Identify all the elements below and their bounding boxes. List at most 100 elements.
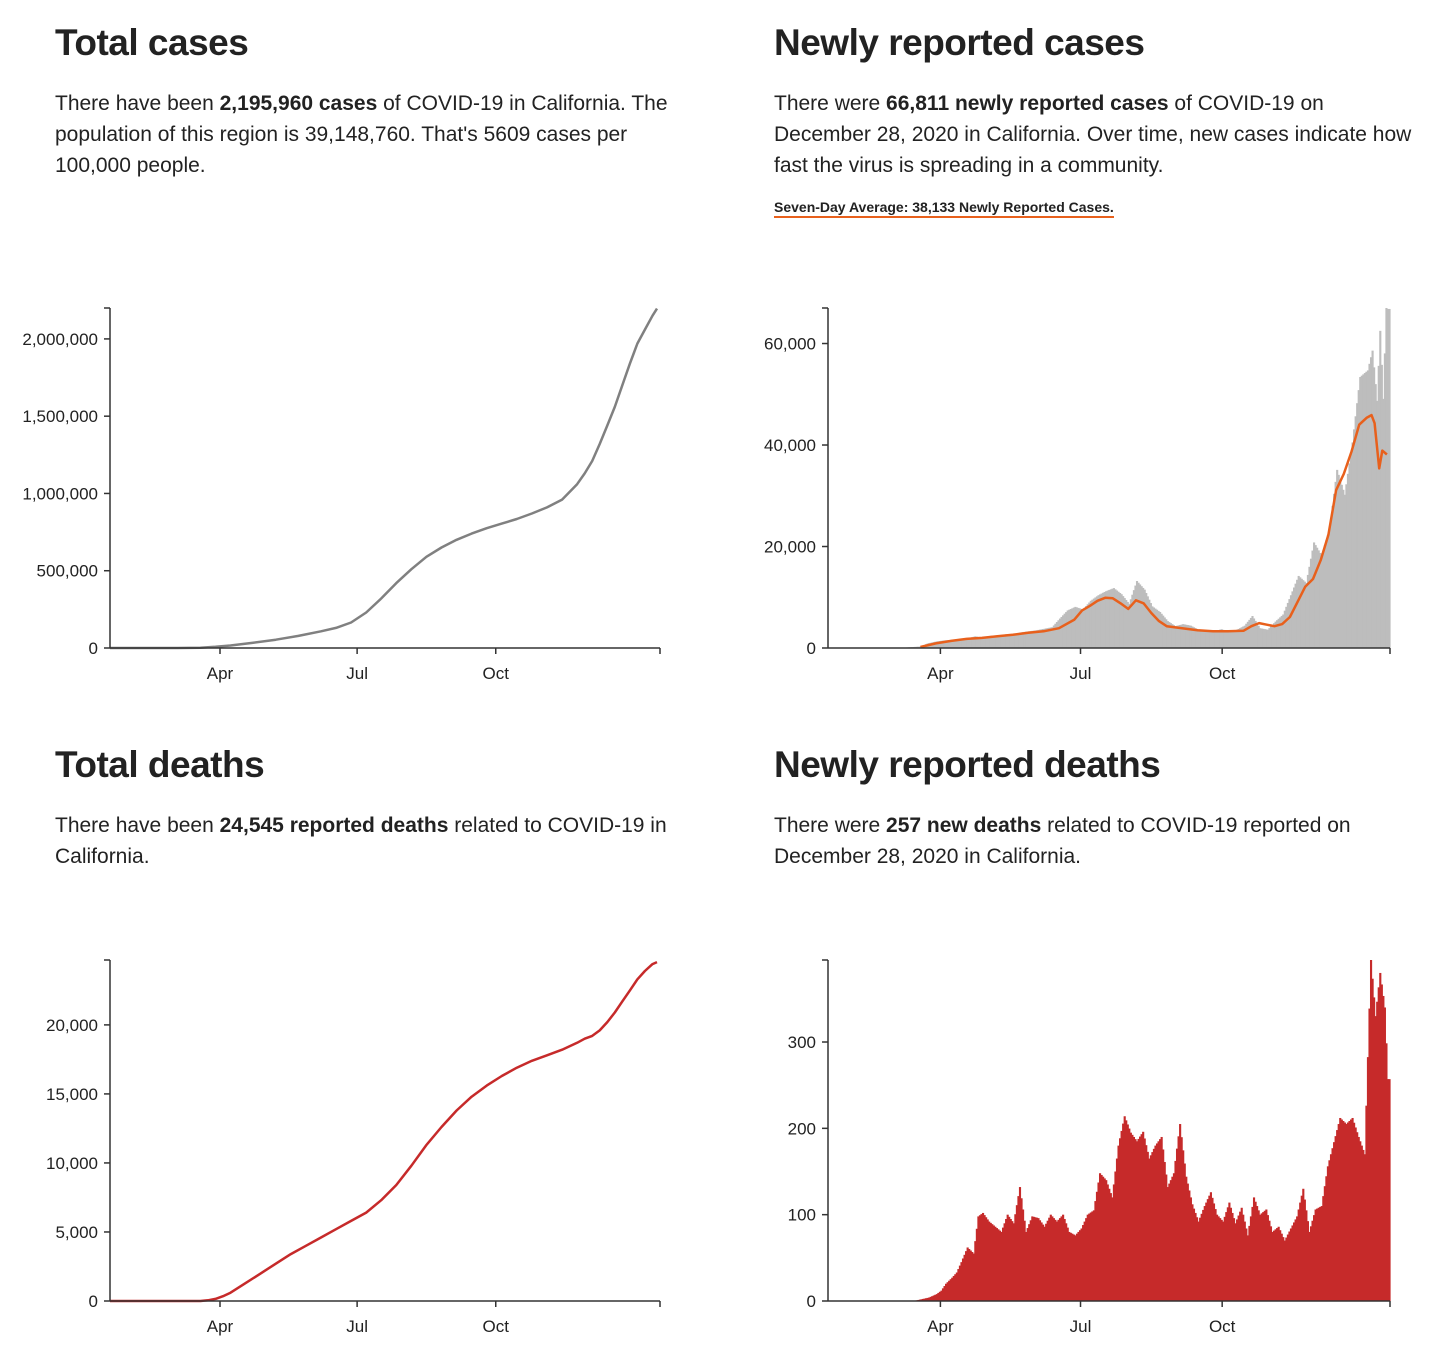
new-cases-description: There were 66,811 newly reported cases o… [774, 92, 1412, 177]
bar-day-300 [1289, 1228, 1293, 1301]
bar-day-136 [1037, 629, 1040, 648]
bar-day-183 [1109, 1193, 1112, 1301]
bar-day-84 [957, 1269, 960, 1301]
bar-day-92 [969, 637, 972, 648]
bar-day-277 [1254, 1201, 1257, 1301]
bar-day-124 [1018, 1187, 1022, 1301]
bar-day-129 [1026, 631, 1029, 648]
bar-day-247 [1208, 1195, 1211, 1301]
bar-day-364 [1388, 308, 1391, 648]
bar-day-297 [1285, 606, 1288, 648]
bar-day-172 [1092, 598, 1095, 648]
bar-day-308 [1302, 1188, 1305, 1301]
bar-day-300 [1289, 595, 1293, 648]
bar-day-99 [980, 1214, 983, 1301]
bar-day-204 [1142, 1131, 1145, 1301]
bar-day-341 [1353, 1122, 1356, 1301]
bar-day-354 [1373, 997, 1376, 1301]
bar-day-178 [1102, 1176, 1105, 1301]
bar-day-131 [1029, 631, 1032, 648]
y-tick-label: 0 [89, 639, 98, 658]
bar-day-237 [1192, 1208, 1196, 1301]
bar-day-134 [1034, 630, 1037, 648]
bar-day-356 [1376, 400, 1379, 648]
bar-day-285 [1266, 629, 1269, 648]
bar-day-294 [1280, 1233, 1283, 1301]
bar-day-318 [1317, 550, 1320, 648]
bar-day-93 [971, 1252, 974, 1301]
bar-day-259 [1226, 1207, 1229, 1301]
bar-day-159 [1072, 607, 1075, 648]
bar-day-334 [1342, 489, 1345, 648]
bar-day-173 [1094, 1201, 1097, 1301]
bar-day-340 [1351, 442, 1354, 648]
bar-day-201 [1137, 1138, 1140, 1301]
x-tick-label: Jul [346, 664, 368, 683]
bar-day-141 [1045, 628, 1048, 648]
bar-day-158 [1071, 608, 1074, 648]
bar-day-200 [1135, 581, 1139, 648]
bar-day-307 [1300, 578, 1303, 648]
bar-day-78 [948, 1280, 951, 1301]
bar-day-146 [1052, 1218, 1055, 1301]
bar-day-243 [1202, 1209, 1205, 1301]
bar-day-363 [1386, 1079, 1390, 1301]
bar-day-171 [1091, 599, 1094, 648]
bar-day-262 [1231, 631, 1234, 648]
bar-day-122 [1015, 1205, 1018, 1301]
bar-day-283 [1263, 629, 1266, 648]
bar-day-249 [1211, 631, 1214, 648]
bar-day-80 [951, 639, 954, 648]
bar-day-282 [1262, 1212, 1265, 1301]
bar-day-250 [1212, 631, 1216, 648]
bar-day-167 [1085, 1218, 1088, 1301]
bar-day-79 [949, 639, 952, 648]
bar-day-150 [1058, 618, 1062, 648]
bar-day-64 [926, 1297, 929, 1301]
bar-day-231 [1183, 1163, 1186, 1301]
bar-day-152 [1062, 615, 1065, 648]
bar-day-277 [1254, 620, 1257, 648]
bar-day-311 [1306, 1221, 1309, 1301]
bar-day-270 [1243, 1221, 1246, 1301]
bar-day-345 [1359, 1141, 1362, 1301]
bar-day-155 [1066, 1227, 1069, 1301]
bar-day-110 [997, 635, 1000, 648]
bar-day-193 [1125, 1120, 1128, 1301]
bar-day-174 [1095, 1191, 1099, 1301]
bar-day-289 [1272, 1230, 1276, 1301]
bar-day-85 [958, 1265, 962, 1301]
bar-day-275 [1251, 616, 1254, 648]
bar-day-263 [1232, 630, 1236, 648]
bar-day-97 [977, 636, 980, 648]
bar-day-346 [1360, 1145, 1363, 1301]
bar-day-305 [1297, 575, 1300, 648]
bar-day-71 [937, 641, 940, 648]
bar-day-93 [971, 637, 974, 648]
bar-day-330 [1336, 1130, 1339, 1301]
x-tick-label: Oct [483, 664, 510, 683]
bar-day-316 [1314, 1209, 1317, 1301]
bar-day-364 [1388, 1079, 1391, 1301]
bar-day-344 [1357, 390, 1360, 648]
bar-day-309 [1303, 581, 1306, 648]
bar-day-273 [1248, 1225, 1251, 1301]
bar-day-61 [921, 1298, 925, 1301]
bar-day-112 [1000, 1231, 1003, 1301]
x-tick-label: Apr [207, 1317, 234, 1336]
x-tick-label: Oct [1209, 664, 1236, 683]
bar-day-164 [1080, 608, 1083, 648]
bar-day-260 [1228, 632, 1231, 648]
bar-day-246 [1206, 1199, 1209, 1301]
bar-day-244 [1203, 630, 1206, 648]
bar-day-361 [1383, 353, 1386, 648]
bar-day-73 [940, 1290, 943, 1301]
bar-day-215 [1159, 1139, 1162, 1301]
bar-day-119 [1011, 1221, 1014, 1301]
bar-day-355 [1374, 384, 1377, 648]
bar-day-241 [1199, 629, 1202, 648]
bar-day-292 [1277, 1226, 1280, 1301]
bar-day-191 [1122, 596, 1125, 648]
bar-day-328 [1333, 493, 1336, 648]
bar-day-130 [1028, 1224, 1031, 1301]
